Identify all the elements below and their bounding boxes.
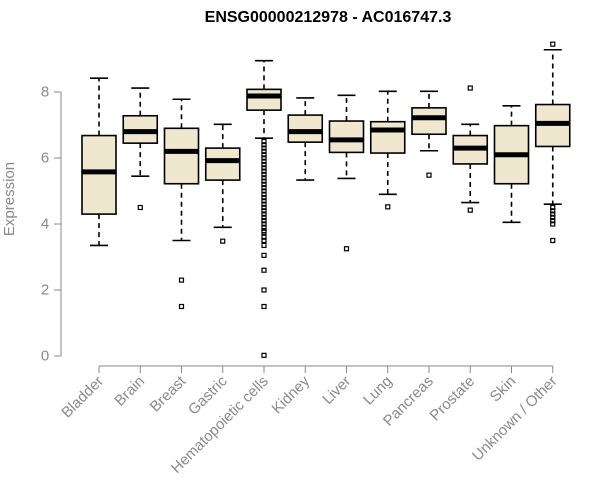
outlier-point [550,204,556,211]
outlier-point [467,207,473,213]
box-iqr [369,120,406,154]
outlier-point [550,41,556,47]
y-axis-ticks: 0 2 4 6 8 [41,84,61,365]
box-iqr [328,120,365,154]
box-bladder [81,77,117,247]
outlier-point [550,237,556,244]
outlier-point [261,211,267,217]
outlier-point [137,204,143,211]
outlier-point [261,185,267,191]
box-liver [328,94,365,252]
outlier-point [261,201,267,207]
chart-title: ENSG00000212978 - AC016747.3 [205,9,452,26]
outlier-point [261,155,267,161]
outlier-point [261,191,267,197]
y-tick-label: 4 [41,216,49,233]
outlier-point [261,352,267,358]
box-kidney [287,97,324,181]
box-iqr [246,88,282,111]
x-tick-label: Breast [147,372,190,415]
x-tick-label: Brain [111,373,148,410]
x-tick-label: Prostate [427,373,479,425]
outlier-point [261,214,267,220]
y-axis-label: Expression [1,162,18,236]
outlier-point [261,178,267,184]
outlier-point [261,162,267,168]
box-iqr [163,127,200,185]
outlier-point [261,229,267,235]
box-iqr [81,134,117,215]
outlier-point [261,195,267,201]
x-tick-label: Bladder [58,373,107,422]
outlier-point [343,246,350,252]
outlier-point [261,171,267,178]
outlier-point [261,198,267,204]
outlier-point [550,208,556,214]
box-skin [493,105,530,224]
outlier-point [220,238,226,244]
outlier-point [550,214,556,220]
box-gastric [204,123,241,244]
y-tick-label: 8 [41,84,49,101]
outlier-point [261,158,267,164]
box-pancreas [411,90,447,178]
outlier-point [550,221,556,227]
box-breast [163,98,200,310]
outlier-point [261,165,267,171]
box-iqr [204,147,241,181]
y-tick-label: 0 [41,348,49,365]
outlier-point [426,172,432,178]
outlier-point [261,142,267,148]
y-tick-label: 6 [41,150,49,167]
outlier-point [261,168,267,174]
x-tick-label: Liver [319,373,354,408]
outlier-point [385,204,391,210]
outlier-point [261,145,267,151]
outlier-point [261,148,267,154]
x-tick-label: Kidney [269,372,314,417]
box-hematopoietic-cells [246,59,282,358]
box-plot-series [81,41,571,358]
outlier-point [261,242,267,249]
outlier-point [261,237,267,244]
box-iqr [287,114,324,143]
outlier-point [261,252,267,258]
outlier-point [261,224,267,230]
outlier-point [261,188,267,194]
box-prostate [452,85,489,213]
x-tick-label: Skin [487,373,520,406]
outlier-point [261,218,267,224]
outlier-point [550,218,556,224]
outlier-point [261,208,267,214]
box-lung [369,90,406,210]
outlier-point [261,138,267,145]
outlier-point [261,267,267,273]
outlier-point [261,181,267,187]
outlier-point [550,211,556,217]
outlier-point [178,303,185,310]
outlier-point [261,152,267,158]
outlier-point [261,303,267,310]
box-iqr [411,107,447,136]
outlier-point [261,287,267,293]
outlier-point [261,234,267,240]
outlier-point [261,175,267,181]
outlier-point [467,85,473,91]
outlier-point [178,277,185,283]
outlier-point [261,204,267,211]
box-unknown-other [534,41,571,244]
y-tick-label: 2 [41,282,49,299]
box-brain [122,87,159,211]
outlier-point [261,221,267,227]
x-tick-label: Lung [360,373,396,409]
